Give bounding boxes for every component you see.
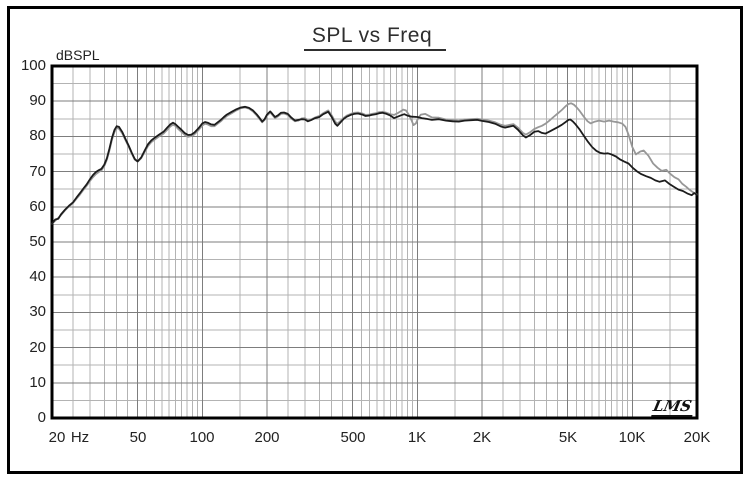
plot-frame (50, 64, 699, 420)
y-tick-label-40: 40 (29, 268, 46, 285)
y-tick-label-20: 20 (29, 339, 46, 356)
chart-title-text: SPL vs Freq (303, 24, 447, 51)
x-tick-label-5K: 5K (558, 429, 578, 446)
x-tick-label-10K: 10K (618, 429, 646, 446)
response-gray-curve (51, 102, 698, 225)
x-tick-label-1K: 1K (407, 429, 427, 446)
y-tick-label-30: 30 (29, 303, 46, 320)
x-tick-label-20K: 20K (683, 429, 711, 446)
y-tick-label-70: 70 (29, 163, 46, 180)
response-black-curve (51, 105, 698, 225)
lms-logo: LMS (651, 397, 696, 417)
y-tick-label-50: 50 (29, 233, 46, 250)
x-tick-label-500: 500 (340, 429, 366, 446)
y-tick-label-60: 60 (29, 198, 46, 215)
y-tick-label-90: 90 (29, 92, 46, 109)
x-tick-label-2K: 2K (472, 429, 492, 446)
y-tick-label-0: 0 (37, 409, 46, 426)
x-tick-label-200: 200 (254, 429, 280, 446)
chart-title: SPL vs Freq (0, 24, 750, 51)
y-axis-unit-label: dBSPL (56, 47, 100, 63)
x-tick-label-20: 20 (48, 429, 66, 446)
y-tick-label-80: 80 (29, 127, 46, 144)
x-tick-label-100: 100 (189, 429, 215, 446)
y-tick-label-100: 100 (20, 57, 46, 74)
y-tick-label-10: 10 (29, 374, 46, 391)
x-tick-label-50: 50 (129, 429, 147, 446)
x-axis-hz-label: Hz (70, 429, 90, 446)
